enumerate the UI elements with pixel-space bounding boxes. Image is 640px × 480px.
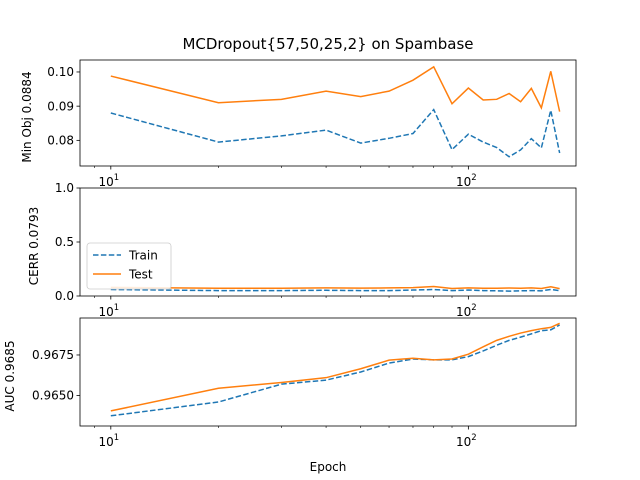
series-train-line [110, 108, 561, 158]
legend-label-test: Test [128, 268, 153, 282]
legend-box [86, 242, 172, 290]
y-tick-label: 0.0 [55, 289, 74, 303]
x-tick-label: 102 [456, 433, 477, 449]
y-axis-label: AUC 0.9685 [3, 340, 17, 411]
y-tick-label: 1.0 [55, 181, 74, 195]
x-tick-label: 102 [456, 303, 477, 319]
panel-1: 0.08 0.09 0.10 101 102 Min Obj 0.0884 [20, 59, 577, 189]
axes-frame [79, 317, 577, 427]
series-test-line [110, 322, 560, 412]
panel-3: 0.9650 0.9675 101 102 AUC 0.9685 Epoch [3, 317, 577, 474]
panel-2: 0.0 0.5 1.0 101 102 CERR 0.0793 Train Test [27, 181, 577, 319]
x-tick-label: 101 [98, 303, 119, 319]
axes-frame [79, 59, 577, 167]
series-test-line [110, 285, 560, 290]
y-tick-label: 0.08 [47, 134, 74, 148]
x-axis-label: Epoch [310, 460, 347, 474]
legend: Train Test [86, 242, 172, 290]
series-train-line [110, 288, 560, 292]
series-train-line [110, 324, 561, 417]
y-tick-label: 0.5 [55, 235, 74, 249]
y-tick-label: 0.10 [47, 65, 74, 79]
x-tick-label: 102 [456, 173, 477, 189]
legend-label-train: Train [128, 249, 158, 263]
y-axis-label: CERR 0.0793 [27, 207, 41, 285]
chart-title: MCDropout{57,50,25,2} on Spambase [182, 35, 473, 53]
y-tick-label: 0.9650 [32, 389, 74, 403]
y-tick-label: 0.9675 [32, 348, 74, 362]
x-tick-label: 101 [98, 433, 119, 449]
series-test-line [110, 65, 561, 112]
y-tick-label: 0.09 [47, 99, 74, 113]
y-axis-label: Min Obj 0.0884 [20, 71, 34, 162]
x-tick-label: 101 [98, 173, 119, 189]
